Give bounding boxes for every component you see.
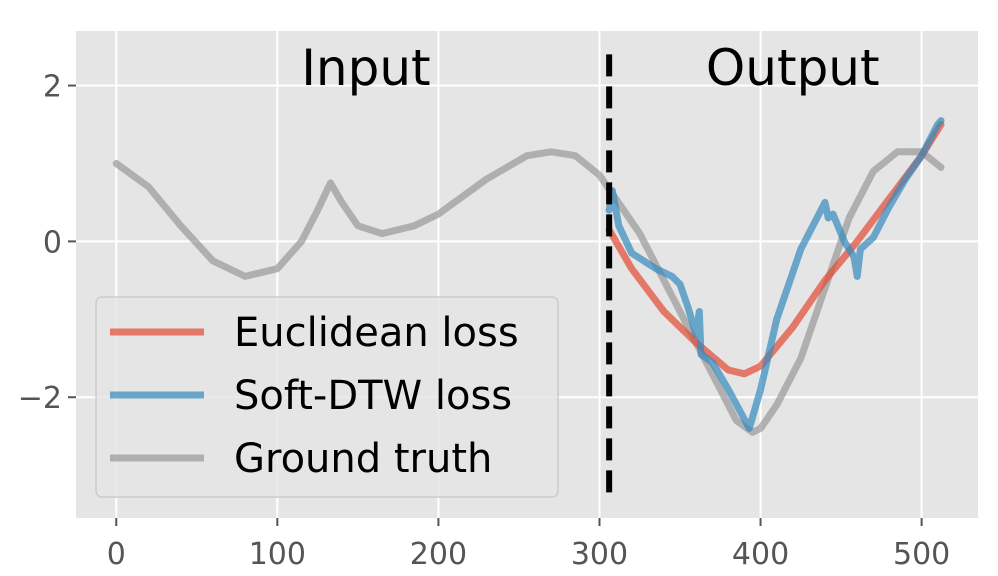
- x-axis: 0 100 200 300 400 500: [107, 518, 950, 572]
- legend-label: Soft-DTW loss: [234, 373, 512, 419]
- legend-label: Euclidean loss: [234, 310, 519, 356]
- x-tick-label: 400: [732, 537, 789, 572]
- section-label-input: Input: [301, 39, 430, 97]
- y-tick-label: −2: [18, 381, 62, 416]
- x-tick-label: 300: [571, 537, 628, 572]
- y-axis: 2 0 −2: [18, 70, 76, 416]
- legend: Euclidean loss Soft-DTW loss Ground truth: [95, 296, 559, 498]
- y-tick-label: 2: [43, 70, 62, 105]
- series-lines: [112, 117, 945, 436]
- x-tick-label: 200: [410, 537, 467, 572]
- legend-label: Ground truth: [234, 436, 492, 482]
- series-line-euclidean-loss: [605, 121, 945, 378]
- section-label-output: Output: [706, 39, 880, 97]
- legend-box: [95, 296, 559, 498]
- section-labels: Input Output: [301, 39, 879, 97]
- x-tick-label: 500: [893, 537, 950, 572]
- x-tick-label: 100: [249, 537, 306, 572]
- y-tick-label: 0: [43, 225, 62, 260]
- series-line-ground-truth: [112, 148, 945, 436]
- series-line-soft-dtw-loss: [605, 117, 945, 432]
- x-tick-label: 0: [107, 537, 126, 572]
